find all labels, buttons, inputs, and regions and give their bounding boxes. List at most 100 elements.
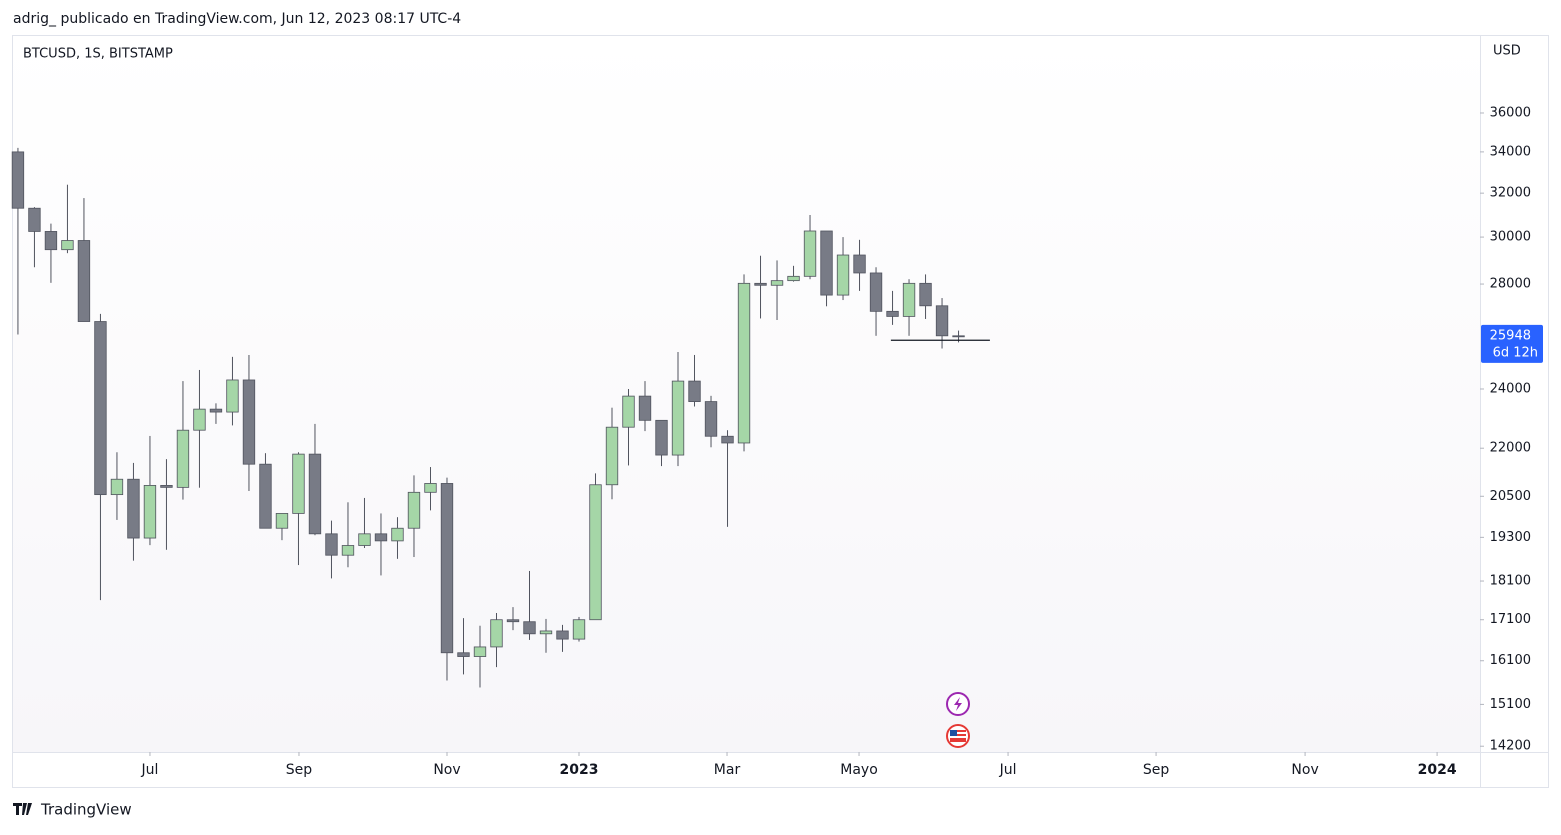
candle-body bbox=[589, 484, 602, 621]
candle bbox=[820, 230, 833, 307]
last-price-badge bbox=[1481, 324, 1543, 363]
candle bbox=[704, 395, 718, 448]
candle bbox=[902, 279, 916, 336]
y-tick-label: 24000 bbox=[1490, 381, 1531, 396]
y-tick-label: 36000 bbox=[1490, 105, 1531, 120]
candle-body bbox=[473, 646, 487, 657]
candle-body bbox=[803, 230, 817, 277]
candle-body bbox=[523, 621, 536, 635]
x-tick-label: Mar bbox=[714, 762, 741, 778]
y-tick-label: 14200 bbox=[1490, 739, 1531, 754]
brand-logo bbox=[13, 803, 32, 815]
candle bbox=[688, 354, 701, 407]
x-tick-label: Mayo bbox=[840, 762, 878, 778]
candle-body bbox=[440, 483, 454, 654]
candle-body bbox=[572, 619, 586, 640]
candle-body bbox=[143, 485, 157, 539]
y-tick-label: 20500 bbox=[1490, 489, 1531, 504]
candle-body bbox=[506, 619, 520, 623]
candle-body bbox=[341, 545, 355, 556]
candle-body bbox=[127, 478, 140, 539]
x-tick-label: 2023 bbox=[560, 762, 599, 778]
y-tick-label: 19300 bbox=[1490, 530, 1531, 545]
candle bbox=[787, 265, 800, 282]
y-tick-label: 18100 bbox=[1490, 574, 1531, 589]
candle-body bbox=[374, 533, 388, 542]
candle bbox=[94, 313, 107, 601]
byline: adrig_ publicado en TradingView.com, Jun… bbox=[13, 11, 461, 27]
candle bbox=[539, 618, 553, 653]
candle bbox=[308, 423, 322, 536]
candle bbox=[391, 517, 404, 559]
candle-body bbox=[407, 491, 421, 529]
candle bbox=[209, 403, 223, 424]
candle bbox=[671, 352, 685, 467]
candle-body bbox=[391, 527, 404, 542]
candle-body bbox=[952, 335, 965, 338]
candle-body bbox=[193, 408, 206, 431]
candle-body bbox=[622, 395, 635, 428]
candle bbox=[11, 147, 25, 335]
candle bbox=[77, 198, 91, 322]
candle bbox=[275, 513, 289, 541]
brand: TradingView bbox=[40, 801, 132, 819]
candle-body bbox=[836, 254, 850, 296]
candle bbox=[589, 473, 602, 621]
candle-body bbox=[556, 630, 569, 640]
candle-body bbox=[704, 401, 718, 437]
candle bbox=[226, 356, 239, 426]
candle-body bbox=[424, 483, 437, 493]
x-tick-label: Jul bbox=[999, 762, 1017, 778]
candle-body bbox=[919, 282, 932, 307]
candle-body bbox=[721, 435, 734, 444]
candle-body bbox=[358, 533, 371, 546]
y-tick-label: 32000 bbox=[1490, 186, 1531, 201]
candle bbox=[292, 452, 305, 566]
candle bbox=[28, 207, 41, 268]
candle-body bbox=[638, 395, 652, 421]
y-tick-label: 34000 bbox=[1490, 144, 1531, 159]
candle-body bbox=[886, 310, 899, 317]
y-tick-label: 22000 bbox=[1490, 441, 1531, 456]
candle bbox=[110, 452, 124, 520]
candle bbox=[176, 381, 190, 500]
candle bbox=[721, 430, 734, 527]
candle-body bbox=[325, 533, 338, 556]
candle bbox=[259, 453, 272, 529]
candle-body bbox=[94, 321, 107, 496]
candle-body bbox=[787, 275, 800, 282]
candle-body bbox=[176, 429, 190, 488]
candle-body bbox=[902, 282, 916, 317]
candle bbox=[440, 477, 454, 681]
candle-body bbox=[935, 305, 949, 337]
y-tick-label: 16100 bbox=[1490, 653, 1531, 668]
candle-body bbox=[308, 453, 322, 535]
candle bbox=[127, 462, 140, 561]
candle bbox=[853, 239, 866, 291]
candle-body bbox=[457, 652, 470, 657]
candle-body bbox=[242, 379, 256, 465]
candle bbox=[572, 616, 586, 642]
candle bbox=[61, 184, 74, 254]
candle-body bbox=[820, 230, 833, 296]
candle-body bbox=[539, 630, 553, 635]
candle bbox=[242, 354, 256, 491]
candle-body bbox=[754, 282, 767, 286]
x-tick-label: Nov bbox=[1291, 762, 1318, 778]
candle bbox=[341, 502, 355, 568]
candle bbox=[506, 607, 520, 631]
candle bbox=[374, 513, 388, 576]
candle bbox=[325, 520, 338, 579]
y-tick-label: 30000 bbox=[1490, 230, 1531, 245]
candle bbox=[143, 435, 157, 546]
candle bbox=[407, 475, 421, 558]
candle-body bbox=[110, 478, 124, 496]
candle bbox=[457, 618, 470, 675]
candle-body bbox=[292, 453, 305, 514]
candle-body bbox=[605, 426, 619, 486]
candle bbox=[919, 274, 932, 319]
candle-body bbox=[209, 408, 223, 413]
candle-body bbox=[160, 485, 173, 488]
candle-body bbox=[853, 254, 866, 274]
